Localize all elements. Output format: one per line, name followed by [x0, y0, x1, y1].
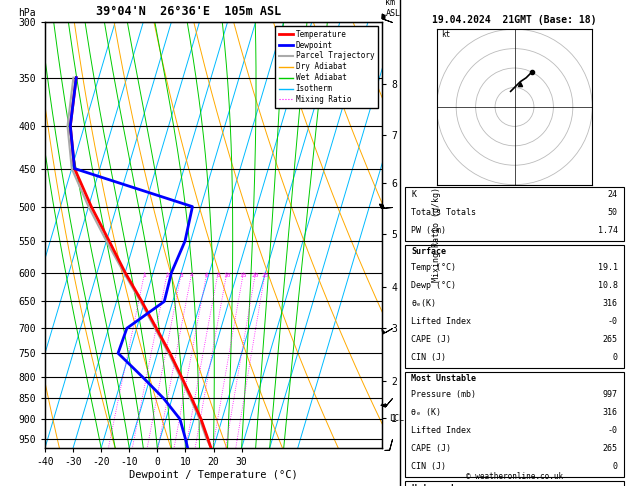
Text: Lifted Index: Lifted Index: [411, 316, 472, 326]
Text: 19.04.2024  21GMT (Base: 18): 19.04.2024 21GMT (Base: 18): [432, 15, 597, 25]
Text: Hodograph: Hodograph: [411, 484, 457, 486]
Text: 265: 265: [603, 444, 618, 452]
Text: 4: 4: [190, 273, 194, 278]
Text: 25: 25: [262, 273, 269, 278]
Text: CAPE (J): CAPE (J): [411, 334, 452, 344]
Text: PW (cm): PW (cm): [411, 226, 447, 235]
Text: 39°04'N  26°36'E  105m ASL: 39°04'N 26°36'E 105m ASL: [96, 5, 281, 18]
Text: K: K: [411, 190, 416, 199]
Text: Most Unstable: Most Unstable: [411, 374, 476, 383]
Text: km
ASL: km ASL: [386, 0, 401, 18]
Text: θₑ (K): θₑ (K): [411, 408, 442, 417]
Text: Pressure (mb): Pressure (mb): [411, 390, 476, 399]
Text: LCL: LCL: [389, 414, 404, 423]
Text: 19.1: 19.1: [598, 262, 618, 272]
Text: Temp (°C): Temp (°C): [411, 262, 457, 272]
Text: 3: 3: [180, 273, 183, 278]
Text: 1.74: 1.74: [598, 226, 618, 235]
Text: 316: 316: [603, 298, 618, 308]
Text: 20: 20: [252, 273, 259, 278]
Text: 316: 316: [603, 408, 618, 417]
Text: 997: 997: [603, 390, 618, 399]
Text: -0: -0: [608, 316, 618, 326]
Text: Lifted Index: Lifted Index: [411, 426, 472, 434]
Text: 0: 0: [613, 462, 618, 470]
Text: CAPE (J): CAPE (J): [411, 444, 452, 452]
Text: 2: 2: [165, 273, 169, 278]
Text: 10.8: 10.8: [598, 280, 618, 290]
Text: 50: 50: [608, 208, 618, 217]
Text: CIN (J): CIN (J): [411, 462, 447, 470]
Text: 10: 10: [223, 273, 231, 278]
Text: 24: 24: [608, 190, 618, 199]
Text: 8: 8: [216, 273, 220, 278]
Legend: Temperature, Dewpoint, Parcel Trajectory, Dry Adiabat, Wet Adiabat, Isotherm, Mi: Temperature, Dewpoint, Parcel Trajectory…: [275, 26, 378, 108]
Text: 15: 15: [240, 273, 247, 278]
Text: hPa: hPa: [18, 8, 36, 18]
Text: Totals Totals: Totals Totals: [411, 208, 476, 217]
Text: Dewp (°C): Dewp (°C): [411, 280, 457, 290]
Text: 265: 265: [603, 334, 618, 344]
X-axis label: Dewpoint / Temperature (°C): Dewpoint / Temperature (°C): [129, 470, 298, 480]
Text: θₑ(K): θₑ(K): [411, 298, 437, 308]
Text: © weatheronline.co.uk: © weatheronline.co.uk: [466, 472, 563, 481]
Text: 0: 0: [613, 352, 618, 362]
Text: Surface: Surface: [411, 247, 447, 257]
Y-axis label: Mixing Ratio (g/kg): Mixing Ratio (g/kg): [431, 188, 441, 282]
Text: CIN (J): CIN (J): [411, 352, 447, 362]
Text: 6: 6: [205, 273, 209, 278]
Text: 1: 1: [143, 273, 147, 278]
Text: -0: -0: [608, 426, 618, 434]
